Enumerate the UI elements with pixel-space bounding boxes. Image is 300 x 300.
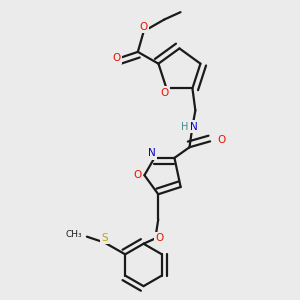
Text: O: O (218, 135, 226, 145)
Text: O: O (161, 88, 169, 98)
Text: S: S (101, 233, 108, 243)
Text: O: O (156, 233, 164, 243)
Text: N: N (148, 148, 156, 158)
Text: O: O (140, 22, 148, 32)
Text: N: N (190, 122, 198, 132)
Text: CH₃: CH₃ (66, 230, 82, 239)
Text: H: H (182, 122, 189, 132)
Text: O: O (112, 53, 121, 63)
Text: O: O (134, 170, 142, 180)
